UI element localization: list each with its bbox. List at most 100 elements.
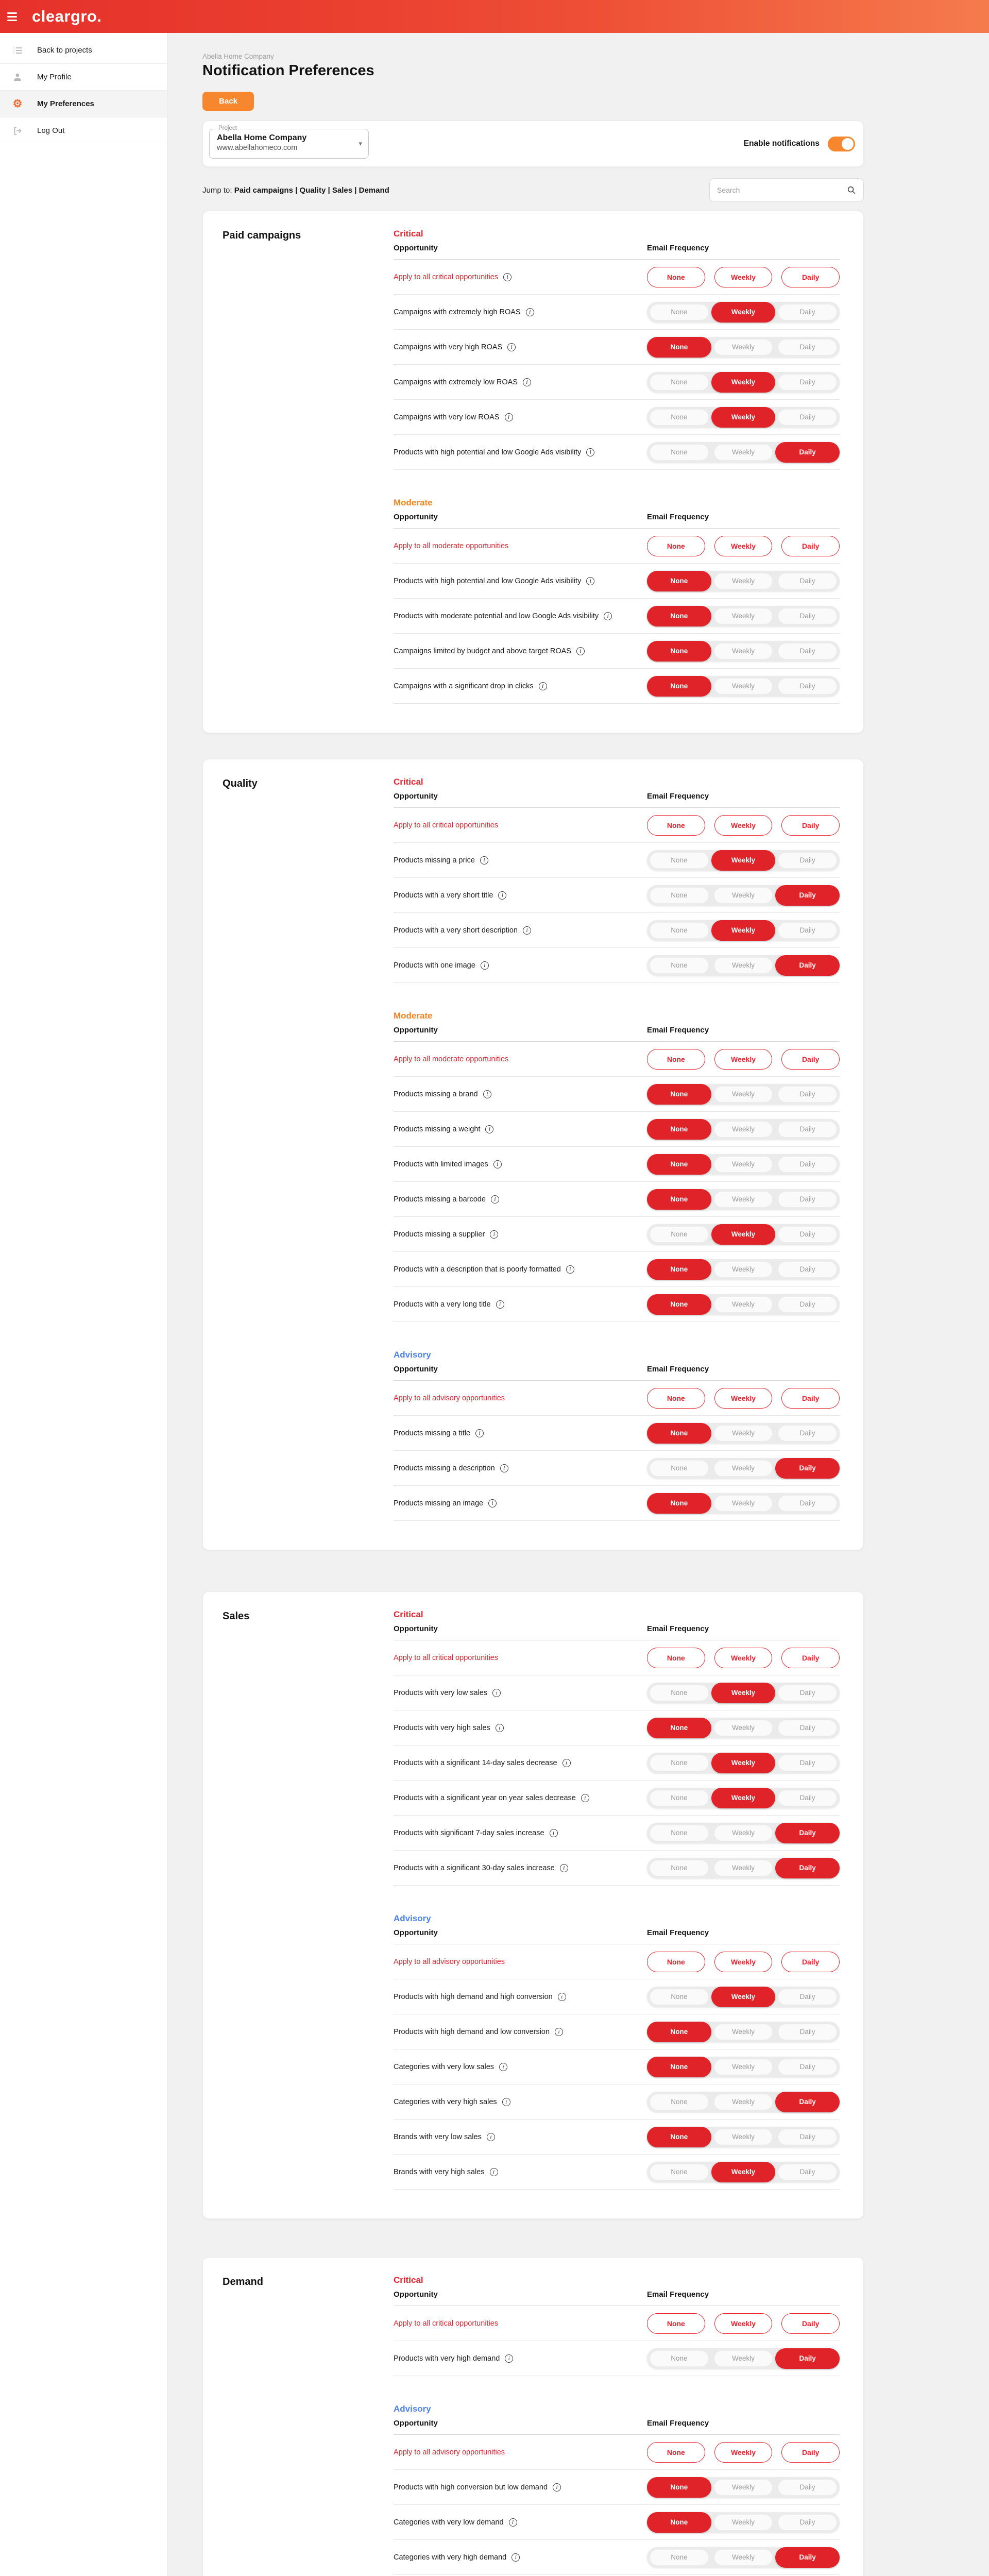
hamburger-menu-icon[interactable]	[7, 10, 21, 23]
frequency-option-daily[interactable]: Daily	[775, 2162, 840, 2182]
apply-none-button[interactable]: None	[647, 1647, 705, 1668]
info-icon[interactable]: i	[483, 1090, 491, 1098]
info-icon[interactable]: i	[566, 1265, 574, 1274]
frequency-option-daily[interactable]: Daily	[775, 337, 840, 358]
frequency-option-daily[interactable]: Daily	[775, 641, 840, 662]
info-icon[interactable]: i	[604, 612, 612, 620]
frequency-option-none[interactable]: None	[647, 2512, 711, 2533]
info-icon[interactable]: i	[492, 1688, 501, 1697]
sidebar-item-log-out[interactable]: Log Out	[0, 117, 167, 144]
info-icon[interactable]: i	[555, 2027, 564, 2036]
frequency-option-none[interactable]: None	[647, 1259, 711, 1280]
back-button[interactable]: Back	[202, 92, 254, 111]
frequency-option-daily[interactable]: Daily	[775, 1718, 840, 1738]
frequency-option-none[interactable]: None	[647, 302, 711, 323]
frequency-option-daily[interactable]: Daily	[775, 920, 840, 941]
frequency-option-none[interactable]: None	[647, 1083, 711, 1105]
frequency-option-weekly[interactable]: Weekly	[711, 1458, 776, 1479]
frequency-option-weekly[interactable]: Weekly	[711, 2547, 776, 2568]
frequency-option-none[interactable]: None	[647, 1294, 711, 1315]
frequency-option-weekly[interactable]: Weekly	[711, 1224, 776, 1245]
apply-none-button[interactable]: None	[647, 1951, 705, 1972]
apply-weekly-button[interactable]: Weekly	[714, 2442, 773, 2463]
info-icon[interactable]: i	[488, 1499, 497, 1507]
frequency-option-none[interactable]: None	[647, 2021, 711, 2042]
frequency-option-weekly[interactable]: Weekly	[711, 1752, 776, 1773]
frequency-option-weekly[interactable]: Weekly	[711, 1189, 776, 1210]
frequency-option-none[interactable]: None	[647, 1858, 711, 1878]
apply-weekly-button[interactable]: Weekly	[714, 535, 773, 556]
info-icon[interactable]: i	[500, 1464, 508, 1472]
apply-none-button[interactable]: None	[647, 2442, 705, 2463]
info-icon[interactable]: i	[495, 1723, 504, 1732]
frequency-option-none[interactable]: None	[647, 2162, 711, 2182]
sidebar-item-my-preferences[interactable]: ⚙ My Preferences	[0, 91, 167, 117]
apply-weekly-button[interactable]: Weekly	[714, 1387, 773, 1409]
frequency-option-none[interactable]: None	[647, 2477, 711, 2498]
frequency-option-weekly[interactable]: Weekly	[711, 2348, 776, 2369]
frequency-option-none[interactable]: None	[647, 2092, 711, 2112]
frequency-option-weekly[interactable]: Weekly	[711, 955, 776, 976]
info-icon[interactable]: i	[522, 378, 531, 386]
frequency-option-daily[interactable]: Daily	[775, 885, 840, 906]
frequency-option-weekly[interactable]: Weekly	[711, 2057, 776, 2077]
frequency-option-none[interactable]: None	[647, 2547, 711, 2568]
frequency-option-weekly[interactable]: Weekly	[711, 1423, 776, 1444]
frequency-option-none[interactable]: None	[647, 1493, 711, 1514]
info-icon[interactable]: i	[522, 926, 531, 935]
frequency-option-none[interactable]: None	[647, 407, 711, 428]
frequency-option-none[interactable]: None	[647, 675, 711, 697]
frequency-option-weekly[interactable]: Weekly	[711, 1084, 776, 1105]
frequency-option-none[interactable]: None	[647, 640, 711, 662]
frequency-option-none[interactable]: None	[647, 1717, 711, 1738]
apply-weekly-button[interactable]: Weekly	[714, 1951, 773, 1972]
search-input[interactable]	[717, 186, 847, 194]
info-icon[interactable]: i	[490, 1230, 499, 1239]
info-icon[interactable]: i	[496, 1300, 504, 1309]
info-icon[interactable]: i	[504, 413, 513, 421]
frequency-option-none[interactable]: None	[647, 2348, 711, 2369]
info-icon[interactable]: i	[486, 2132, 495, 2141]
frequency-option-weekly[interactable]: Weekly	[711, 371, 776, 393]
info-icon[interactable]: i	[557, 1992, 566, 2001]
frequency-option-daily[interactable]: Daily	[775, 407, 840, 428]
frequency-option-none[interactable]: None	[647, 2126, 711, 2147]
frequency-option-weekly[interactable]: Weekly	[711, 2512, 776, 2533]
sidebar-item-back-to-projects[interactable]: Back to projects	[0, 37, 167, 64]
frequency-option-daily[interactable]: Daily	[775, 2477, 840, 2498]
frequency-option-daily[interactable]: Daily	[775, 1119, 840, 1140]
frequency-option-daily[interactable]: Daily	[775, 955, 840, 976]
frequency-option-none[interactable]: None	[647, 1154, 711, 1175]
apply-daily-button[interactable]: Daily	[781, 1048, 840, 1070]
frequency-option-weekly[interactable]: Weekly	[711, 406, 776, 428]
frequency-option-daily[interactable]: Daily	[775, 2512, 840, 2533]
frequency-option-weekly[interactable]: Weekly	[711, 885, 776, 906]
frequency-option-daily[interactable]: Daily	[775, 1857, 840, 1878]
frequency-option-weekly[interactable]: Weekly	[711, 1682, 776, 1703]
info-icon[interactable]: i	[507, 343, 516, 351]
frequency-option-weekly[interactable]: Weekly	[711, 301, 776, 323]
frequency-option-daily[interactable]: Daily	[775, 442, 840, 463]
info-icon[interactable]: i	[525, 308, 534, 316]
frequency-option-weekly[interactable]: Weekly	[711, 2127, 776, 2147]
project-select[interactable]: Project Abella Home Company www.abellaho…	[209, 125, 369, 159]
info-icon[interactable]: i	[499, 2062, 508, 2071]
frequency-option-weekly[interactable]: Weekly	[711, 2477, 776, 2498]
frequency-option-daily[interactable]: Daily	[775, 676, 840, 697]
frequency-option-weekly[interactable]: Weekly	[711, 1259, 776, 1280]
frequency-option-daily[interactable]: Daily	[775, 1493, 840, 1514]
frequency-option-none[interactable]: None	[647, 1189, 711, 1210]
info-icon[interactable]: i	[576, 647, 585, 655]
info-icon[interactable]: i	[586, 577, 595, 585]
frequency-option-daily[interactable]: Daily	[775, 1294, 840, 1315]
frequency-option-daily[interactable]: Daily	[775, 1987, 840, 2007]
frequency-option-daily[interactable]: Daily	[775, 1683, 840, 1703]
frequency-option-weekly[interactable]: Weekly	[711, 920, 776, 941]
frequency-option-none[interactable]: None	[647, 442, 711, 463]
frequency-option-none[interactable]: None	[647, 336, 711, 358]
info-icon[interactable]: i	[511, 2553, 520, 2562]
apply-daily-button[interactable]: Daily	[781, 1387, 840, 1409]
frequency-option-none[interactable]: None	[647, 1987, 711, 2007]
apply-weekly-button[interactable]: Weekly	[714, 2313, 773, 2334]
frequency-option-weekly[interactable]: Weekly	[711, 676, 776, 697]
